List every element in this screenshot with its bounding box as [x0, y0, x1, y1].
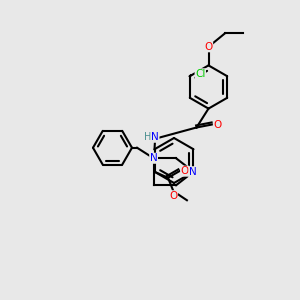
Text: O: O — [213, 119, 222, 130]
Text: N: N — [150, 153, 158, 163]
Text: H: H — [144, 132, 151, 142]
Text: O: O — [204, 42, 213, 52]
Text: O: O — [181, 166, 189, 176]
Text: N: N — [151, 132, 159, 142]
Text: Cl: Cl — [195, 69, 206, 79]
Text: N: N — [189, 167, 197, 177]
Text: O: O — [169, 191, 178, 201]
